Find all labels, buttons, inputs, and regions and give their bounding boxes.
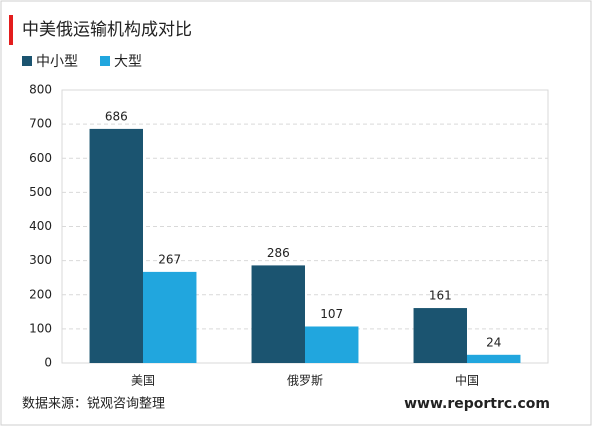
source: 数据来源：锐观咨询整理 (22, 397, 165, 412)
data-label: 107 (320, 307, 343, 321)
x-tick-label: 中国 (455, 373, 479, 388)
chart-title: 中美俄运输机构成对比 (22, 20, 192, 40)
x-tick-label: 俄罗斯 (287, 374, 323, 388)
y-tick-label: 500 (29, 185, 52, 199)
y-tick-label: 200 (29, 287, 52, 301)
legend-swatch (22, 56, 32, 66)
y-tick-label: 300 (29, 253, 52, 267)
data-label: 686 (105, 109, 128, 123)
website: www.reportrc.com (404, 396, 550, 412)
legend-label: 中小型 (36, 54, 78, 70)
bar (89, 128, 143, 363)
y-tick-label: 800 (29, 83, 52, 97)
bar (413, 308, 467, 363)
bar (251, 265, 305, 363)
y-tick-label: 700 (29, 117, 52, 131)
y-tick-label: 400 (29, 219, 52, 233)
data-label: 267 (158, 252, 181, 266)
data-label: 24 (486, 335, 501, 349)
data-label: 161 (429, 289, 452, 303)
bar (305, 326, 359, 363)
legend-swatch (100, 56, 110, 66)
legend-label: 大型 (114, 54, 142, 70)
y-tick-label: 100 (29, 321, 52, 335)
bar (143, 271, 197, 363)
x-tick-label: 美国 (131, 374, 155, 388)
bar (467, 354, 521, 363)
y-tick-label: 0 (44, 356, 52, 370)
y-tick-label: 600 (29, 151, 52, 165)
title-accent (9, 15, 13, 45)
data-label: 286 (267, 246, 290, 260)
